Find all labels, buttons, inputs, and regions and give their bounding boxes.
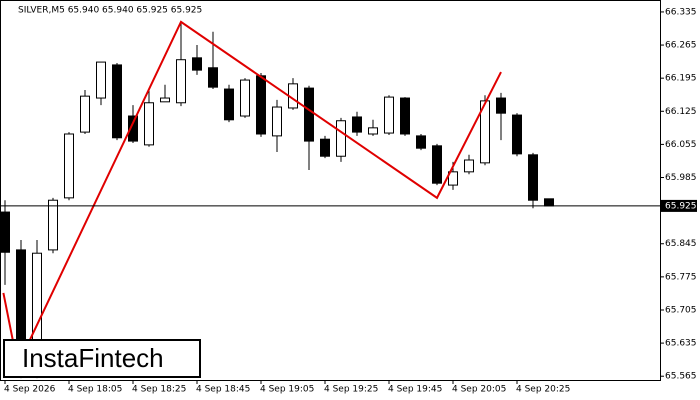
candle-body bbox=[544, 198, 554, 207]
price-label-box bbox=[661, 199, 697, 212]
y-tick-label: 65.775 bbox=[665, 272, 697, 282]
y-tick-label: 65.985 bbox=[665, 173, 697, 183]
candle-body bbox=[224, 88, 234, 121]
x-tick-label: 4 Sep 19:05 bbox=[260, 385, 314, 395]
price-label: 65.925 bbox=[665, 201, 697, 211]
y-tick-label: 66.195 bbox=[665, 74, 697, 84]
x-tick-label: 4 Sep 19:25 bbox=[324, 385, 378, 395]
candle-body bbox=[128, 115, 138, 142]
candle-body bbox=[400, 97, 410, 135]
candle-body bbox=[336, 120, 346, 157]
candle-body bbox=[112, 64, 122, 139]
candle-body bbox=[496, 97, 506, 114]
candle-body bbox=[464, 159, 474, 173]
candle-body bbox=[80, 95, 90, 133]
x-tick-label: 4 Sep 20:05 bbox=[452, 385, 506, 395]
candle-body bbox=[352, 116, 362, 133]
candle-body bbox=[144, 102, 154, 146]
y-tick-label: 66.055 bbox=[665, 140, 697, 150]
candle-body bbox=[0, 211, 10, 253]
candle-body bbox=[432, 145, 442, 184]
x-tick-label: 4 Sep 19:45 bbox=[388, 385, 442, 395]
y-tick-label: 65.705 bbox=[665, 305, 697, 315]
candle-body bbox=[448, 171, 458, 186]
watermark: InstaFintech bbox=[22, 343, 164, 373]
y-tick-label: 66.265 bbox=[665, 41, 697, 51]
y-tick-label: 66.125 bbox=[665, 107, 697, 117]
y-tick-label: 65.565 bbox=[665, 372, 697, 382]
candle-body bbox=[272, 106, 282, 137]
candle-body bbox=[192, 57, 202, 71]
x-tick-label: 4 Sep 18:25 bbox=[132, 385, 186, 395]
candle-body bbox=[480, 100, 490, 164]
candle-body bbox=[368, 127, 378, 135]
x-tick-label: 4 Sep 18:05 bbox=[68, 385, 122, 395]
x-tick-label: 4 Sep 18:45 bbox=[196, 385, 250, 395]
candle-body bbox=[176, 59, 186, 104]
logo-box bbox=[3, 339, 201, 378]
candle-body bbox=[48, 199, 58, 251]
plot-frame bbox=[0, 0, 661, 381]
candle-body bbox=[384, 96, 394, 134]
candle-body bbox=[96, 61, 106, 99]
candle-body bbox=[512, 114, 522, 155]
candle-body bbox=[64, 133, 74, 199]
candle-body bbox=[160, 97, 170, 103]
candle-body bbox=[528, 154, 538, 201]
candle-body bbox=[240, 79, 250, 117]
candle-body bbox=[256, 75, 266, 135]
y-tick-label: 66.335 bbox=[665, 7, 697, 17]
y-tick-label: 65.845 bbox=[665, 239, 697, 249]
candle-body bbox=[416, 135, 426, 149]
x-tick-label: 4 Sep 2026 bbox=[4, 385, 56, 395]
candle-body bbox=[208, 67, 218, 88]
candle-body bbox=[304, 87, 314, 142]
x-tick-label: 4 Sep 20:25 bbox=[516, 385, 570, 395]
y-tick-label: 65.635 bbox=[665, 339, 697, 349]
candle-body bbox=[320, 138, 330, 157]
chart-title: SILVER,M5 65.940 65.940 65.925 65.925 bbox=[18, 6, 202, 16]
